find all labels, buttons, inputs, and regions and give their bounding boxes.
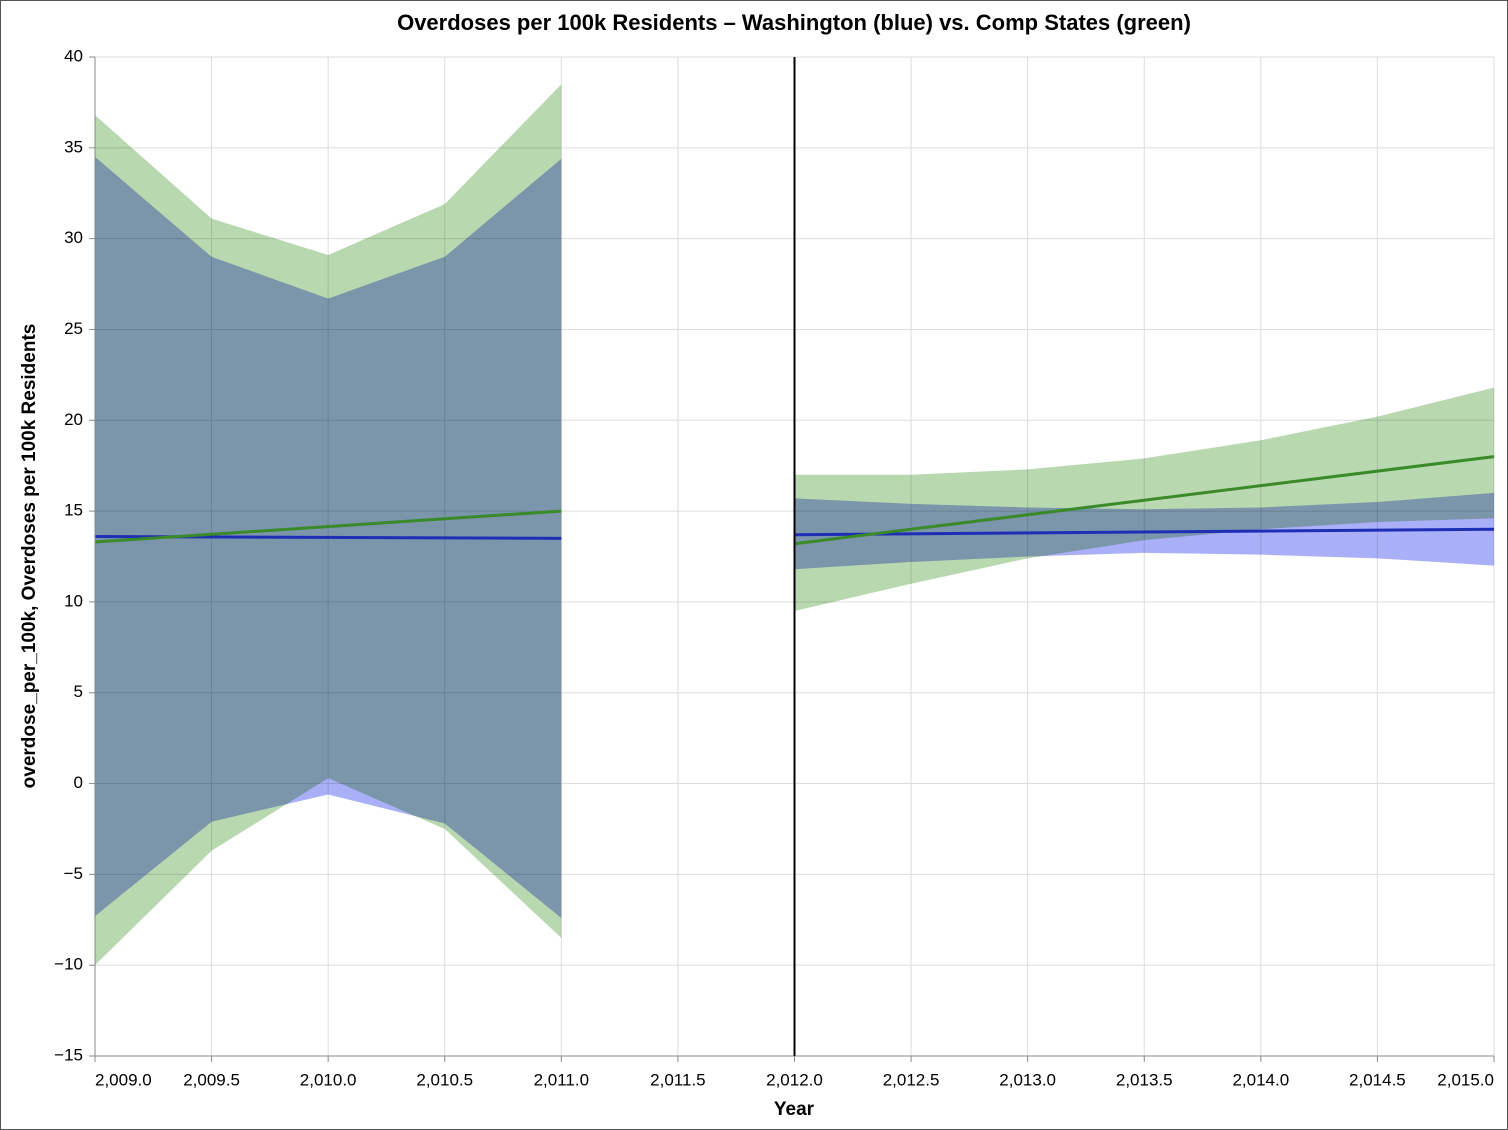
trend-line: [94, 509, 562, 544]
y-tick-label: 15: [64, 501, 83, 520]
y-tick-label: −10: [54, 955, 83, 974]
y-tick-label: 0: [74, 773, 83, 792]
y-tick-label: −5: [64, 864, 83, 883]
x-tick-label: 2,010.0: [300, 1070, 357, 1089]
y-tick-label: 30: [64, 228, 83, 247]
x-tick-label: 2,011.5: [650, 1070, 705, 1089]
y-tick-label: 40: [64, 46, 83, 65]
x-tick-label: 2,012.0: [766, 1070, 823, 1089]
x-tick-label: 2,014.0: [1232, 1070, 1289, 1089]
y-tick-label: 20: [64, 410, 83, 429]
trend-line: [794, 455, 1495, 546]
x-axis-title: Year: [774, 1099, 815, 1120]
y-tick-label: 10: [64, 591, 83, 610]
chart-title: Overdoses per 100k Residents – Washingto…: [397, 10, 1191, 35]
x-tick-label: 2,009.5: [183, 1070, 240, 1089]
y-axis-title: overdose_per_100k, Overdoses per 100k Re…: [19, 324, 40, 789]
x-tick-label: 2,014.5: [1349, 1070, 1406, 1089]
x-tick-label: 2,011.0: [534, 1070, 589, 1089]
x-tick-label: 2,012.5: [883, 1070, 940, 1089]
y-tick-label: 35: [64, 137, 83, 156]
x-tick-label: 2,013.0: [999, 1070, 1056, 1089]
y-tick-label: −15: [54, 1045, 83, 1064]
y-tick-label: 5: [74, 682, 83, 701]
plot: [94, 84, 1495, 966]
x-tick-label: 2,010.5: [416, 1070, 473, 1089]
x-tick-label: 2,009.0: [95, 1070, 152, 1089]
x-tick-label: 2,013.5: [1116, 1070, 1173, 1089]
trend-line: [794, 527, 1495, 537]
y-tick-label: 25: [64, 319, 83, 338]
x-tick-label: 2,015.0: [1437, 1070, 1494, 1089]
